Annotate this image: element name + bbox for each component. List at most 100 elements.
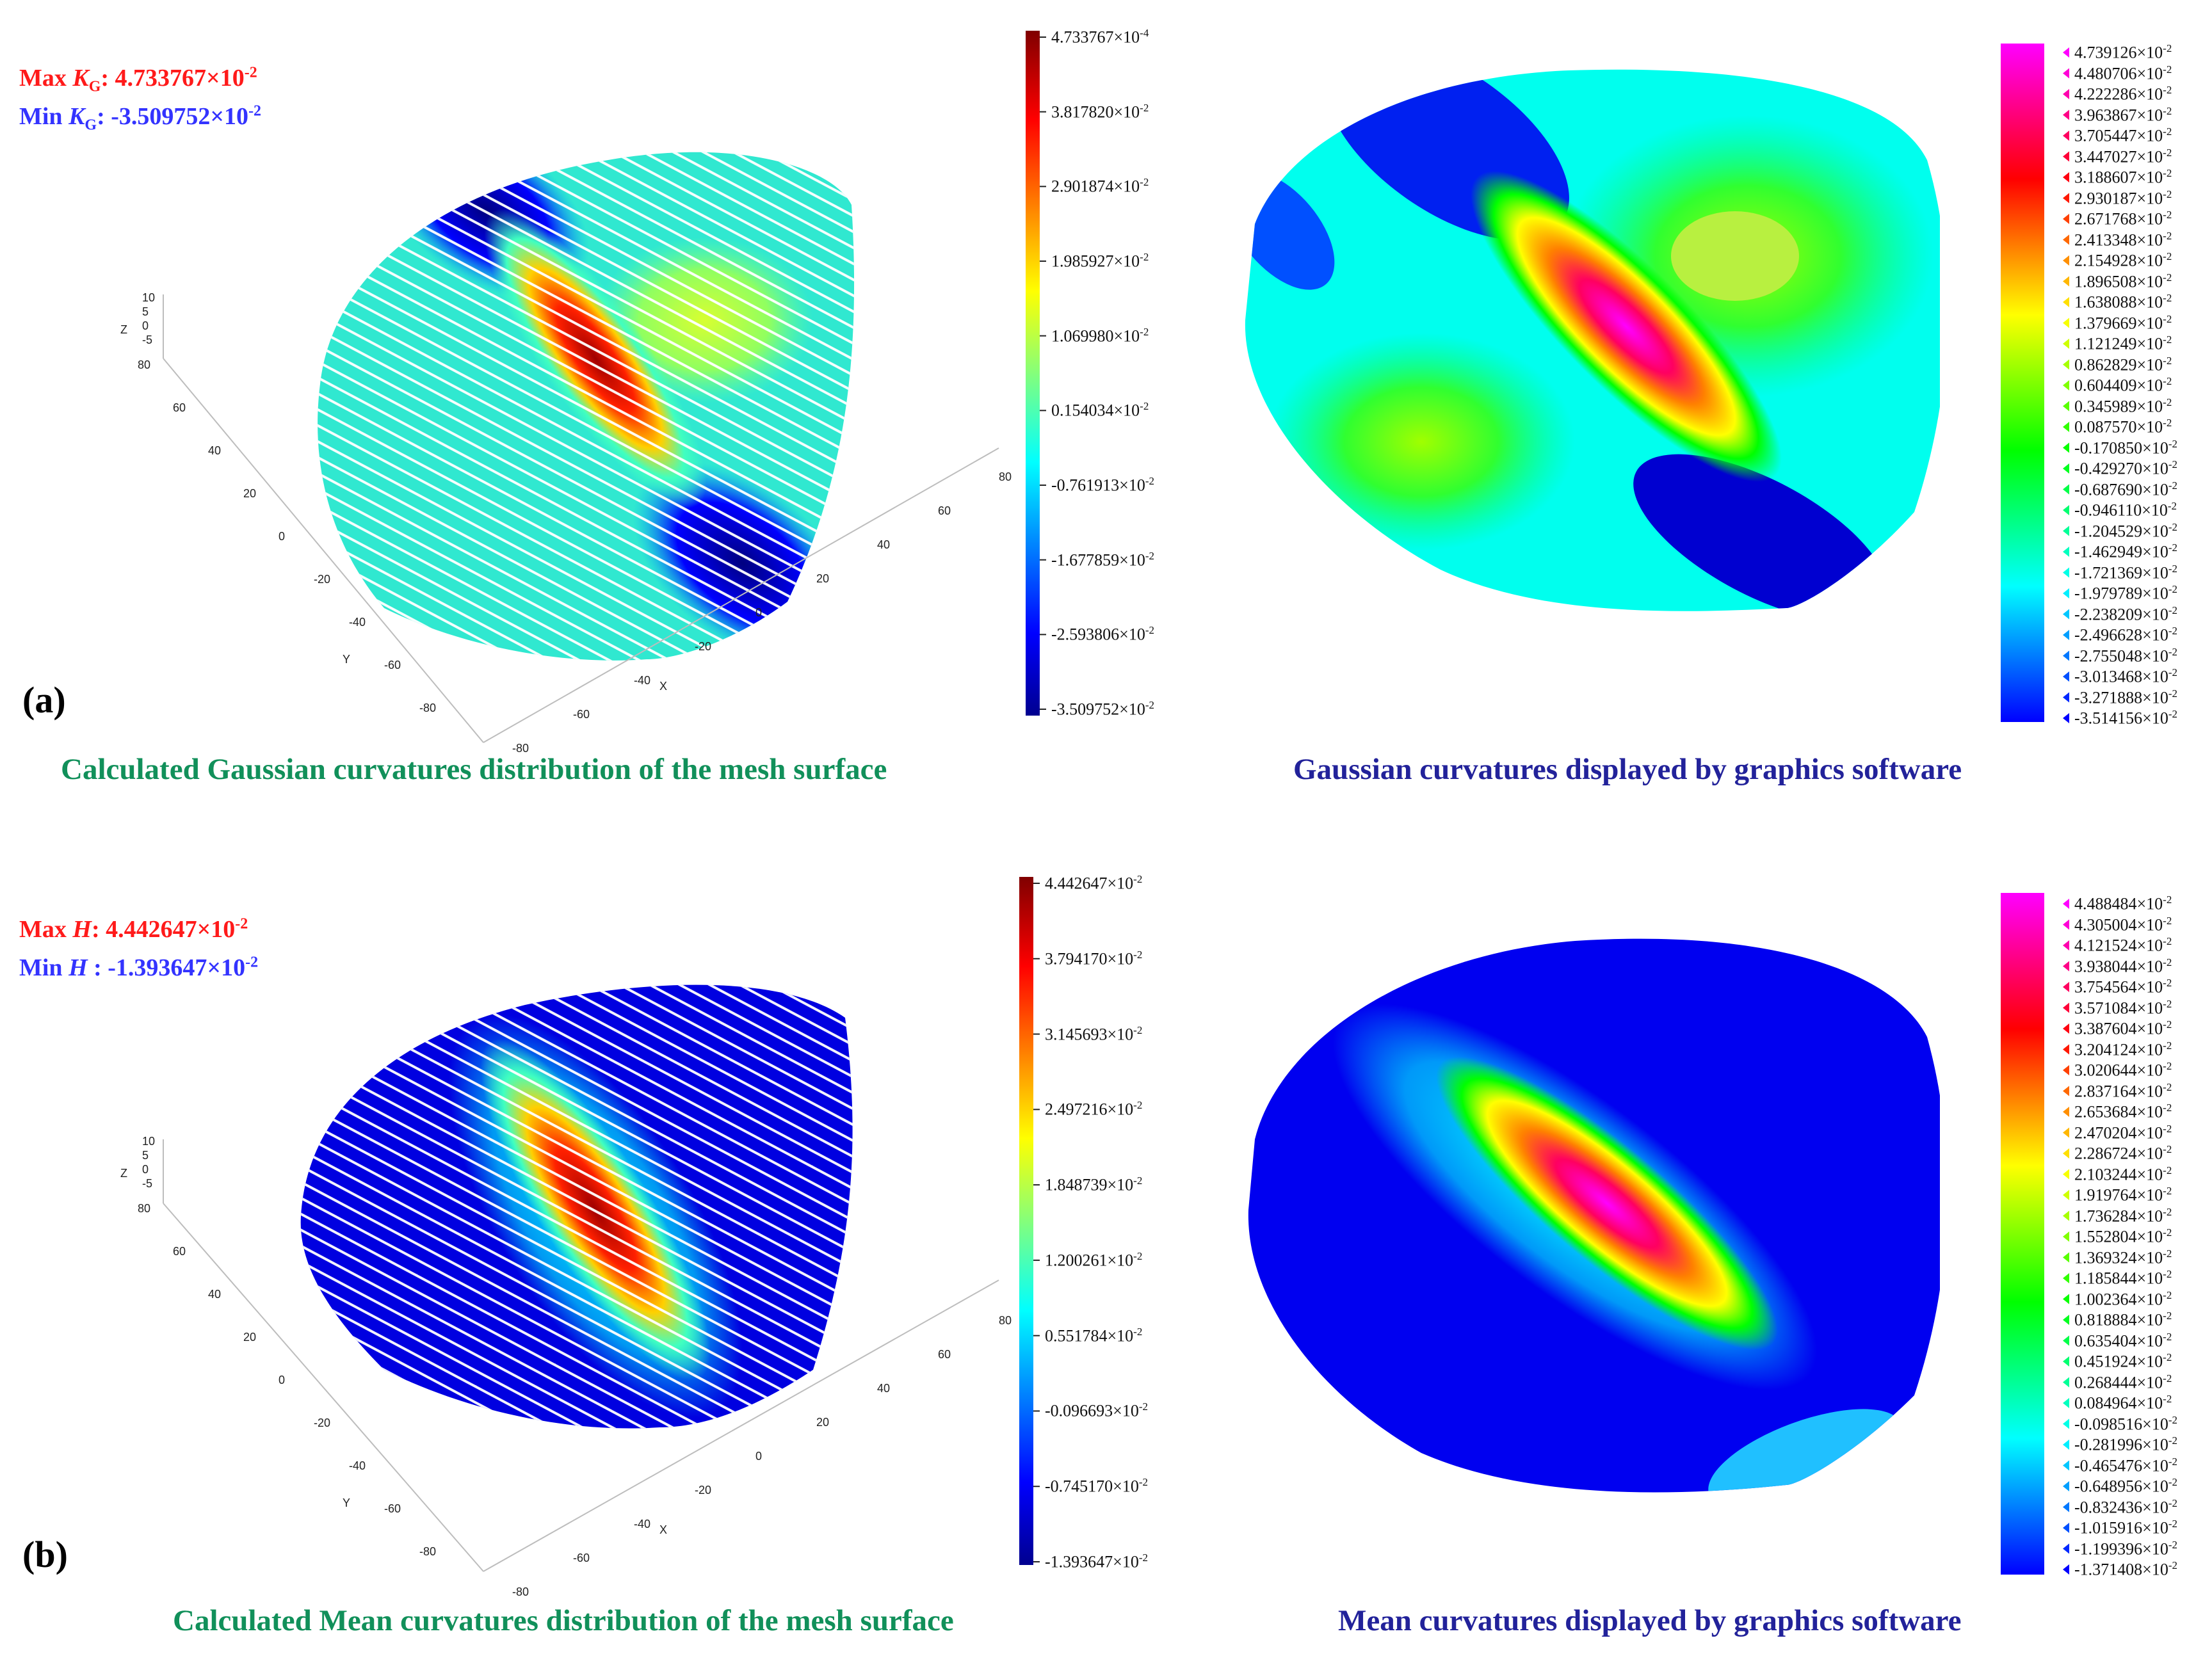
colorbar-tick-label: 4.480706×10-2 bbox=[2074, 63, 2172, 83]
colorbar-tick-label: -1.393647×10-2 bbox=[1045, 1552, 1148, 1571]
colorbar-tick-label: 3.754564×10-2 bbox=[2074, 977, 2172, 997]
x-tick-label: 0 bbox=[755, 606, 763, 619]
colorbar-marker bbox=[2063, 193, 2069, 204]
colorbar-tick-label: 0.604409×10-2 bbox=[2074, 375, 2172, 395]
panel-b-max-label: Max H: 4.442647×10-2 bbox=[19, 915, 248, 943]
colorbar-tick-label: 1.069980×10-2 bbox=[1051, 325, 1149, 346]
colorbar-tick-label: 3.963867×10-2 bbox=[2074, 104, 2172, 125]
panel-a-min-label: Min KG: -3.509752×10-2 bbox=[19, 102, 262, 134]
colorbar-marker bbox=[2063, 940, 2069, 951]
colorbar-marker bbox=[2063, 214, 2069, 224]
colorbar-tick-label: 3.817820×10-2 bbox=[1051, 101, 1149, 122]
colorbar-tick-label: -0.098516×10-2 bbox=[2074, 1413, 2177, 1434]
colorbar-tick-label: 4.442647×10-2 bbox=[1045, 873, 1143, 893]
colorbar-tick-label: -0.687690×10-2 bbox=[2074, 479, 2177, 499]
z-axis-label: Z bbox=[120, 1167, 127, 1180]
colorbar-marker bbox=[2063, 1481, 2069, 1491]
colorbar-tick-label: 4.488484×10-2 bbox=[2074, 894, 2172, 913]
colorbar-marker bbox=[2063, 484, 2069, 495]
colorbar-tick-label: 2.154928×10-2 bbox=[2074, 250, 2172, 270]
colorbar-marker bbox=[2063, 1252, 2069, 1263]
colorbar-marker bbox=[2063, 1148, 2069, 1159]
colorbar-marker bbox=[2063, 131, 2069, 141]
y-axis-label: Y bbox=[343, 1497, 351, 1509]
x-tick-label: 80 bbox=[999, 1314, 1012, 1327]
x-axis-label: X bbox=[659, 680, 668, 693]
colorbar-marker bbox=[2063, 380, 2069, 390]
colorbar-tick-label: -0.096693×10-2 bbox=[1045, 1400, 1148, 1421]
colorbar-marker bbox=[2063, 1543, 2069, 1554]
colorbar-tick-label: 2.103244×10-2 bbox=[2074, 1164, 2172, 1184]
colorbar-tick-label: 0.268444×10-2 bbox=[2074, 1372, 2172, 1392]
colorbar-b-left-ticks bbox=[1033, 883, 1040, 1562]
colorbar-a-left bbox=[1026, 31, 1040, 716]
colorbar-tick-label: -0.761913×10-2 bbox=[1051, 475, 1154, 495]
x-axis-label: X bbox=[659, 1523, 668, 1536]
colorbar-marker bbox=[2063, 151, 2069, 162]
colorbar-tick-label: 1.736284×10-2 bbox=[2074, 1205, 2172, 1226]
colorbar-tick-label: -3.509752×10-2 bbox=[1051, 699, 1154, 719]
colorbar-marker bbox=[2063, 172, 2069, 182]
colorbar-tick-label: 1.848739×10-2 bbox=[1045, 1175, 1143, 1194]
colorbar-a-right bbox=[2001, 44, 2044, 722]
colorbar-tick-label: -3.271888×10-2 bbox=[2074, 687, 2177, 707]
colorbar-tick-label: -1.199396×10-2 bbox=[2074, 1538, 2177, 1559]
colorbar-tick-label: 1.985927×10-2 bbox=[1051, 251, 1149, 271]
colorbar-marker bbox=[2063, 297, 2069, 307]
colorbar-tick-label: 1.379669×10-2 bbox=[2074, 312, 2172, 333]
colorbar-tick-label: 3.571084×10-2 bbox=[2074, 997, 2172, 1018]
colorbar-tick-label: -2.755048×10-2 bbox=[2074, 645, 2177, 666]
z-tick-label: 10 bbox=[142, 291, 156, 304]
y-tick-label: 20 bbox=[243, 487, 257, 500]
axes3d-a bbox=[163, 294, 999, 743]
x-tick-label: -20 bbox=[695, 1484, 712, 1497]
colorbar-tick-label: 3.447027×10-2 bbox=[2074, 146, 2172, 166]
colorbar-tick-label: 4.739126×10-2 bbox=[2074, 42, 2172, 62]
colorbar-tick-label: -0.429270×10-2 bbox=[2074, 458, 2177, 478]
colorbar-marker bbox=[2063, 401, 2069, 412]
colorbar-marker bbox=[2063, 588, 2069, 598]
colorbar-marker bbox=[2063, 442, 2069, 453]
colorbar-tick-label: 0.635404×10-2 bbox=[2074, 1330, 2172, 1351]
colorbar-b-right-markers bbox=[2063, 899, 2069, 1575]
y-tick-label: -40 bbox=[349, 1459, 366, 1472]
y-tick-label: -20 bbox=[314, 573, 331, 586]
colorbar-tick-label: -3.013468×10-2 bbox=[2074, 666, 2177, 686]
colorbar-marker bbox=[2063, 1564, 2069, 1575]
colorbar-marker bbox=[2063, 547, 2069, 557]
colorbar-marker bbox=[2063, 1398, 2069, 1408]
colorbar-marker bbox=[2063, 317, 2069, 328]
colorbar-marker bbox=[2063, 899, 2069, 909]
colorbar-marker bbox=[2063, 1086, 2069, 1096]
colorbar-marker bbox=[2063, 1460, 2069, 1471]
colorbar-marker bbox=[2063, 1065, 2069, 1075]
colorbar-marker bbox=[2063, 919, 2069, 930]
z-tick-label: -5 bbox=[142, 1177, 153, 1190]
colorbar-tick-label: -0.170850×10-2 bbox=[2074, 437, 2177, 458]
colorbar-tick-label: 2.286724×10-2 bbox=[2074, 1143, 2172, 1163]
colorbar-marker bbox=[2063, 1335, 2069, 1346]
colorbar-tick-label: 0.451924×10-2 bbox=[2074, 1351, 2172, 1371]
x-tick-label: 60 bbox=[938, 504, 951, 517]
colorbar-marker bbox=[2063, 47, 2069, 58]
panel-a-label: (a) bbox=[22, 679, 66, 721]
z-tick-label: -5 bbox=[142, 333, 153, 346]
colorbar-tick-label: -0.832436×10-2 bbox=[2074, 1497, 2177, 1517]
colorbar-tick-label: 1.002364×10-2 bbox=[2074, 1288, 2172, 1309]
colorbar-marker bbox=[2063, 1523, 2069, 1533]
colorbar-b-right bbox=[2001, 893, 2044, 1575]
y-tick-label: 80 bbox=[138, 1202, 151, 1215]
colorbar-tick-label: -0.465476×10-2 bbox=[2074, 1455, 2177, 1475]
x-tick-label: 80 bbox=[999, 470, 1012, 483]
panel-b-right-caption: Mean curvatures displayed by graphics so… bbox=[1338, 1604, 1962, 1637]
colorbar-tick-label: 1.919764×10-2 bbox=[2074, 1185, 2172, 1205]
x-tick-label: -40 bbox=[634, 1518, 651, 1530]
colorbar-marker bbox=[2063, 671, 2069, 682]
colorbar-tick-label: 1.369324×10-2 bbox=[2074, 1247, 2172, 1267]
x-tick-label: -20 bbox=[695, 640, 712, 653]
colorbar-marker bbox=[2063, 1440, 2069, 1450]
y-tick-label: -40 bbox=[349, 616, 366, 629]
colorbar-marker bbox=[2063, 1232, 2069, 1242]
colorbar-marker bbox=[2063, 1169, 2069, 1180]
y-tick-label: 20 bbox=[243, 1331, 257, 1344]
